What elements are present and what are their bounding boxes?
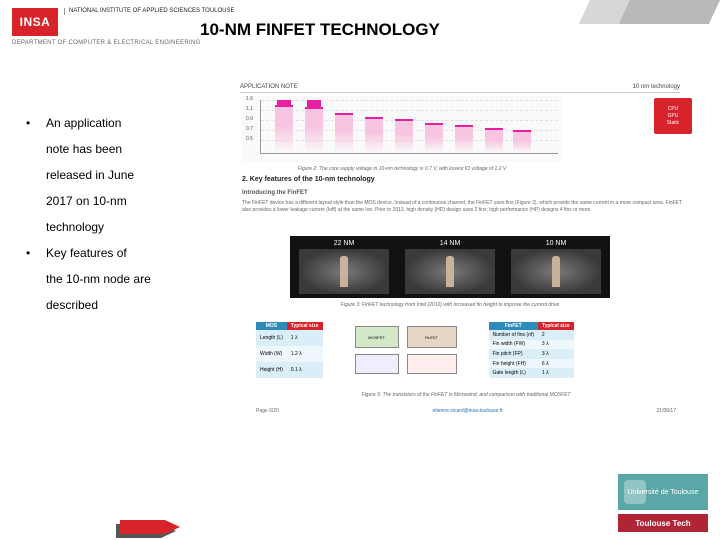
- chart-legend: CPUGPUStatic: [654, 98, 692, 134]
- insa-logo-mark: INSA: [12, 8, 58, 36]
- figure3-caption: Figure 3: FinFET technology from Intel (…: [290, 302, 610, 308]
- app-note-header-right: 10 nm technology: [633, 84, 680, 90]
- fin-image-row: 22 NM14 NM10 NM: [290, 236, 610, 298]
- footer-email: etienne.sicard@insa-toulouse.fr: [432, 408, 502, 414]
- insa-logo-text: NATIONAL INSTITUTE OF APPLIED SCIENCES T…: [64, 8, 234, 15]
- footer-logos: Université de Toulouse Toulouse Tech: [618, 474, 708, 532]
- fin-cell: 22 NM: [294, 240, 394, 294]
- fin-cell: 14 NM: [400, 240, 500, 294]
- section2-body: The FinFET device has a different layout…: [242, 200, 682, 214]
- app-note-header-left: APPLICATION NOTE: [240, 84, 298, 90]
- finfet-table: FinFETTypical sizeNumber of fins (nf)2Fi…: [489, 322, 574, 378]
- application-note-figure: APPLICATION NOTE 10 nm technology Figure…: [220, 84, 700, 484]
- figure2-caption: Figure 2: The core supply voltage in 10-…: [242, 166, 562, 172]
- app-note-header: APPLICATION NOTE 10 nm technology: [240, 84, 680, 93]
- tt-logo-label: Toulouse Tech: [635, 519, 690, 528]
- bullet-list: An applicationnote has beenreleased in J…: [24, 110, 204, 318]
- tables-row: MOSTypical sizeLength (L)1 λWidth (W)1.2…: [256, 322, 574, 378]
- toulouse-tech-logo: Toulouse Tech: [618, 514, 708, 532]
- figure5-caption: Figure 5: The transistors of the FinFET …: [256, 392, 676, 398]
- mos-diagram: MOSFET FinFET: [351, 322, 461, 378]
- department-label: DEPARTMENT OF COMPUTER & ELECTRICAL ENGI…: [12, 40, 201, 46]
- footer-date: 21/06/17: [657, 408, 676, 414]
- section2-heading: 2. Key features of the 10-nm technology: [242, 176, 375, 183]
- footer-page: Page 6/20: [256, 408, 279, 414]
- bullet-item: Key features ofthe 10-nm node aredescrib…: [24, 240, 204, 318]
- page-title: 10-NM FINFET TECHNOLOGY: [200, 20, 440, 40]
- ut-logo-label: Université de Toulouse: [628, 489, 699, 496]
- voltage-chart: Figure 2: The core supply voltage in 10-…: [242, 96, 562, 162]
- mos-table: MOSTypical sizeLength (L)1 λWidth (W)1.2…: [256, 322, 323, 378]
- fin-cell: 10 NM: [506, 240, 606, 294]
- header-ribbon: [580, 0, 720, 40]
- ut-logo: Université de Toulouse: [618, 474, 708, 510]
- section2-subheading: Introducing the FinFET: [242, 190, 308, 196]
- app-note-footer: Page 6/20 etienne.sicard@insa-toulouse.f…: [256, 408, 676, 414]
- bullet-item: An applicationnote has beenreleased in J…: [24, 110, 204, 240]
